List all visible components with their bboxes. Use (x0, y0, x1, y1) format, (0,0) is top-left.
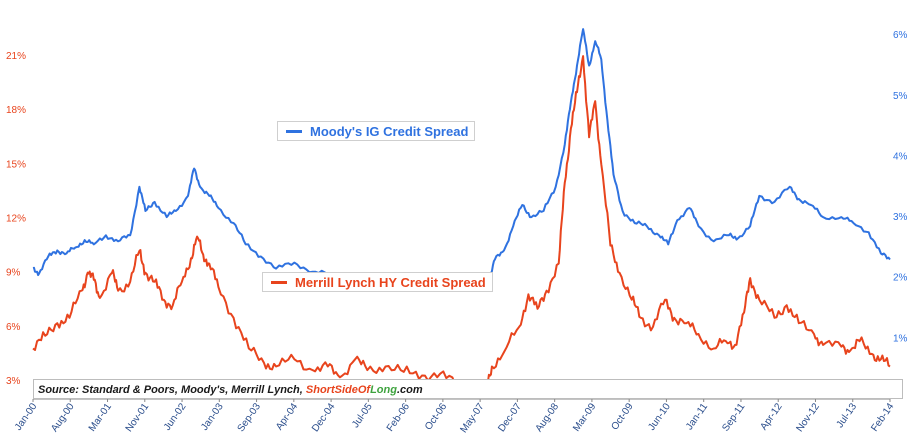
legend-ig: Moody's IG Credit Spread (277, 121, 476, 141)
right-tick-label: 1% (893, 333, 908, 344)
x-tick-label: Jul-13 (835, 401, 860, 430)
legend-ig-swatch (286, 129, 302, 133)
x-tick-label: Jun-02 (162, 401, 189, 433)
x-tick-label: Mar-09 (571, 401, 598, 434)
source-brand-b: Long (370, 384, 397, 396)
left-tick-label: 6% (6, 322, 21, 333)
x-tick-label: Mar-01 (87, 401, 114, 434)
x-tick-label: Oct-09 (609, 401, 635, 432)
x-tick-label: Oct-06 (423, 401, 449, 432)
x-tick-label: Aug-00 (49, 401, 77, 434)
left-tick-label: 21% (6, 51, 26, 62)
source-note: Source: Standard & Poors, Moody's, Merri… (33, 379, 903, 399)
legend-ig-label: Moody's IG Credit Spread (310, 123, 469, 139)
x-tick-label: Nov-01 (124, 401, 152, 434)
x-tick-label: Feb-14 (869, 401, 896, 434)
right-tick-label: 3% (893, 212, 908, 223)
source-suffix: .com (396, 384, 423, 396)
right-tick-label: 2% (893, 273, 908, 284)
right-tick-label: 4% (893, 151, 908, 162)
legend-hy: Merrill Lynch HY Credit Spread (262, 272, 493, 292)
x-tick-label: Apr-12 (758, 401, 784, 432)
source-brand-a: ShortSideOf (305, 384, 371, 396)
legend-hy-label: Merrill Lynch HY Credit Spread (295, 274, 486, 290)
x-tick-label: May-07 (458, 401, 486, 435)
x-tick-label: Jul-05 (350, 401, 375, 430)
x-tick-label: Sep-11 (720, 401, 747, 433)
x-tick-label: Jun-10 (646, 401, 673, 433)
left-tick-label: 12% (6, 214, 26, 225)
right-tick-label: 5% (893, 91, 908, 102)
x-tick-label: Feb-06 (385, 401, 412, 434)
source-prefix: Source: Standard & Poors, Moody's, Merri… (38, 384, 306, 396)
x-tick-label: Aug-08 (534, 401, 562, 434)
x-tick-label: Jan-00 (13, 401, 40, 433)
left-tick-label: 3% (6, 376, 21, 387)
x-tick-label: Apr-04 (274, 401, 300, 432)
x-tick-label: Jan-03 (199, 401, 226, 433)
x-tick-label: Nov-12 (794, 401, 822, 434)
x-tick-label: Jan-11 (684, 401, 710, 432)
left-tick-label: 9% (6, 268, 21, 279)
x-tick-label: Dec-04 (310, 401, 338, 434)
x-tick-label: Dec-07 (496, 401, 524, 434)
ig-spread-line (32, 28, 891, 287)
right-tick-label: 6% (893, 30, 908, 41)
left-tick-label: 18% (6, 105, 26, 116)
left-tick-label: 15% (6, 159, 26, 170)
hy-spread-line (32, 55, 891, 395)
legend-hy-swatch (271, 280, 287, 284)
x-tick-label: Sep-03 (236, 401, 264, 434)
